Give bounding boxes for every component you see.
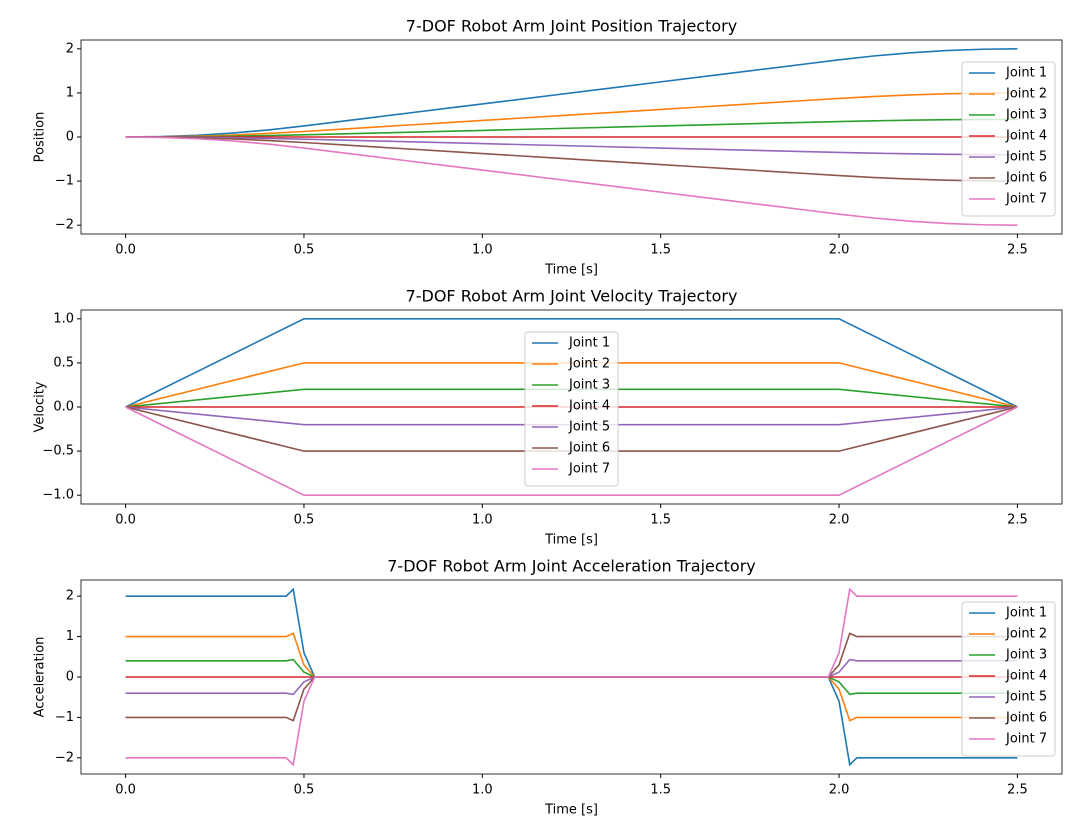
x-tick-label: 1.5 xyxy=(650,243,671,258)
legend-label: Joint 5 xyxy=(568,420,610,435)
axes-frame xyxy=(80,309,1063,505)
legend: Joint 1 Joint 2 Joint 3 Joint 4 Joint 5 Joint… xyxy=(961,61,1056,217)
y-tick-label: 0.5 xyxy=(53,355,74,370)
y-tick-label: −0.5 xyxy=(42,444,74,459)
legend-label: Joint 7 xyxy=(1005,732,1047,747)
x-tick-label: 1.0 xyxy=(472,513,493,528)
series-line xyxy=(125,587,1018,767)
x-tick-label: 2.0 xyxy=(829,783,850,798)
series-line xyxy=(125,92,1018,138)
y-tick-label: −1 xyxy=(55,710,74,725)
axes-frame xyxy=(80,39,1063,235)
x-tick-label: 2.5 xyxy=(1007,243,1028,258)
subplot: 7-DOF Robot Arm Joint Position Trajector… xyxy=(33,17,1063,278)
y-tick-label: 0 xyxy=(66,670,74,685)
chart-title: 7-DOF Robot Arm Joint Velocity Trajector… xyxy=(406,287,738,306)
x-tick-label: 0.0 xyxy=(115,783,136,798)
x-axis-label: Time [s] xyxy=(544,263,598,278)
series-line xyxy=(125,118,1018,138)
x-tick-label: 0.0 xyxy=(115,513,136,528)
y-tick-label: 1.0 xyxy=(53,311,74,326)
legend-label: Joint 1 xyxy=(1005,66,1047,81)
y-tick-label: −1 xyxy=(55,174,74,189)
legend-label: Joint 3 xyxy=(1005,648,1047,663)
x-tick-label: 0.5 xyxy=(294,783,315,798)
y-tick-label: −2 xyxy=(55,750,74,765)
legend-label: Joint 2 xyxy=(1005,627,1047,642)
legend-label: Joint 6 xyxy=(1005,711,1047,726)
subplot: 7-DOF Robot Arm Joint Velocity Trajector… xyxy=(33,287,1063,548)
legend: Joint 1 Joint 2 Joint 3 Joint 4 Joint 5 Joint… xyxy=(524,331,619,487)
legend-label: Joint 5 xyxy=(1005,150,1047,165)
y-tick-label: −2 xyxy=(55,218,74,233)
chart-title: 7-DOF Robot Arm Joint Position Trajector… xyxy=(406,17,737,36)
x-tick-label: 0.5 xyxy=(294,243,315,258)
legend: Joint 1 Joint 2 Joint 3 Joint 4 Joint 5 Joint… xyxy=(961,601,1056,757)
legend-label: Joint 7 xyxy=(1005,192,1047,207)
legend-label: Joint 1 xyxy=(568,336,610,351)
y-axis-label: Position xyxy=(33,112,48,163)
y-tick-label: 2 xyxy=(66,41,74,56)
y-tick-label: 1 xyxy=(66,629,74,644)
legend-label: Joint 1 xyxy=(1005,606,1047,621)
y-tick-label: 0 xyxy=(66,130,74,145)
legend-label: Joint 5 xyxy=(1005,690,1047,705)
legend-label: Joint 3 xyxy=(568,378,610,393)
legend-label: Joint 3 xyxy=(1005,108,1047,123)
legend-label: Joint 7 xyxy=(568,462,610,477)
series-line xyxy=(125,136,1018,182)
subplot: 7-DOF Robot Arm Joint Acceleration Traje… xyxy=(33,557,1063,818)
x-tick-label: 2.5 xyxy=(1007,783,1028,798)
y-axis-label: Velocity xyxy=(33,381,48,432)
x-tick-label: 0.0 xyxy=(115,243,136,258)
legend-label: Joint 2 xyxy=(1005,87,1047,102)
series-line xyxy=(125,318,1018,408)
series-line xyxy=(125,406,1018,496)
legend-label: Joint 4 xyxy=(1005,669,1047,684)
y-tick-label: 0.0 xyxy=(53,400,74,415)
x-tick-label: 1.5 xyxy=(650,783,671,798)
x-tick-label: 2.5 xyxy=(1007,513,1028,528)
legend-label: Joint 6 xyxy=(568,441,610,456)
x-axis-label: Time [s] xyxy=(544,533,598,548)
legend-label: Joint 4 xyxy=(1005,129,1047,144)
series-line xyxy=(125,136,1018,156)
chart-title: 7-DOF Robot Arm Joint Acceleration Traje… xyxy=(387,557,756,576)
x-tick-label: 2.0 xyxy=(829,513,850,528)
legend-label: Joint 6 xyxy=(1005,171,1047,186)
x-tick-label: 0.5 xyxy=(294,513,315,528)
x-tick-label: 1.0 xyxy=(472,243,493,258)
legend-label: Joint 2 xyxy=(568,357,610,372)
y-axis-label: Acceleration xyxy=(33,637,48,718)
y-tick-label: −1.0 xyxy=(42,488,74,503)
x-tick-label: 2.0 xyxy=(829,243,850,258)
y-tick-label: 2 xyxy=(66,589,74,604)
axes-frame xyxy=(80,579,1063,775)
y-tick-label: 1 xyxy=(66,85,74,100)
legend-label: Joint 4 xyxy=(568,399,610,414)
x-axis-label: Time [s] xyxy=(544,803,598,818)
x-tick-label: 1.0 xyxy=(472,783,493,798)
x-tick-label: 1.5 xyxy=(650,513,671,528)
series-line xyxy=(125,48,1018,138)
series-line xyxy=(125,136,1018,226)
